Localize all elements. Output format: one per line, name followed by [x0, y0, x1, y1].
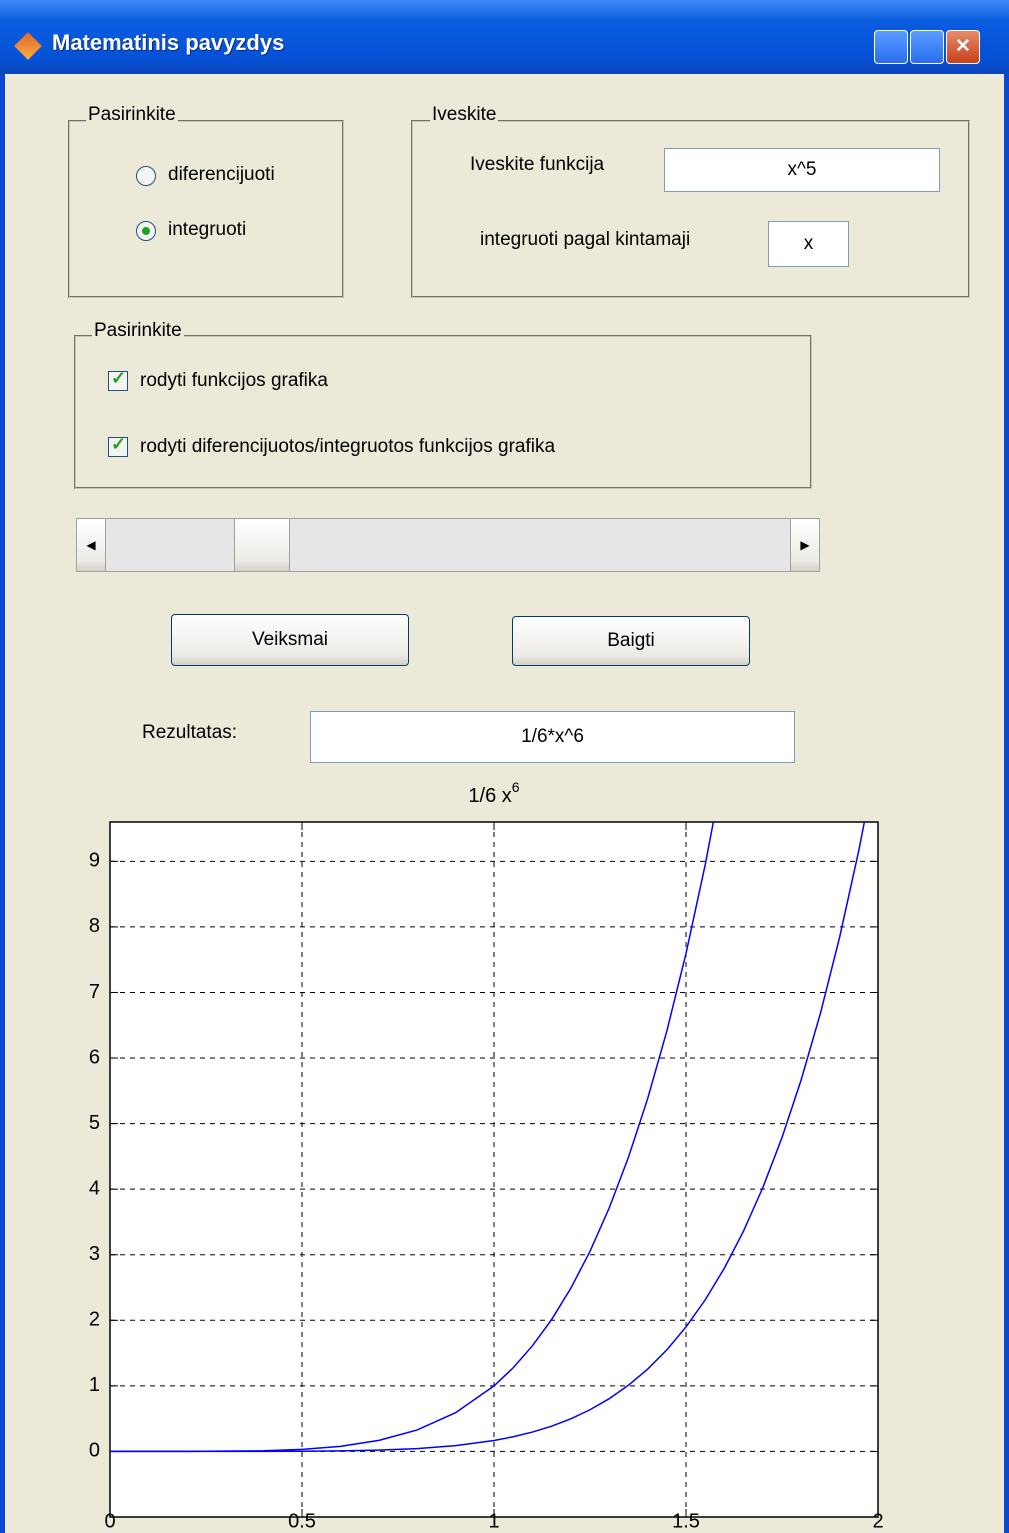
- x-tick-label: 1: [488, 1510, 499, 1532]
- y-tick-label: 2: [89, 1309, 100, 1331]
- window: Matematinis pavyzdys ✕ Pasirinkite difer…: [0, 0, 1009, 1533]
- x-tick-label: 0.5: [288, 1510, 316, 1532]
- x-tick-label: 0: [104, 1510, 115, 1532]
- y-tick-label: 1: [89, 1374, 100, 1396]
- x-tick-label: 1.5: [672, 1510, 700, 1532]
- x-tick-label: 2: [872, 1510, 883, 1532]
- chart-title-exponent: 6: [512, 779, 520, 795]
- chart: 1/6 x6 012345678900.511.52: [0, 0, 1009, 1533]
- y-tick-label: 3: [89, 1243, 100, 1265]
- y-tick-label: 0: [89, 1440, 100, 1462]
- y-tick-label: 6: [89, 1046, 100, 1068]
- y-tick-label: 4: [89, 1177, 100, 1199]
- y-tick-label: 8: [89, 915, 100, 937]
- y-tick-label: 9: [89, 850, 100, 872]
- y-tick-label: 7: [89, 981, 100, 1003]
- y-tick-label: 5: [89, 1112, 100, 1134]
- chart-title: 1/6 x6: [468, 779, 519, 808]
- chart-title-base: 1/6 x: [468, 785, 511, 807]
